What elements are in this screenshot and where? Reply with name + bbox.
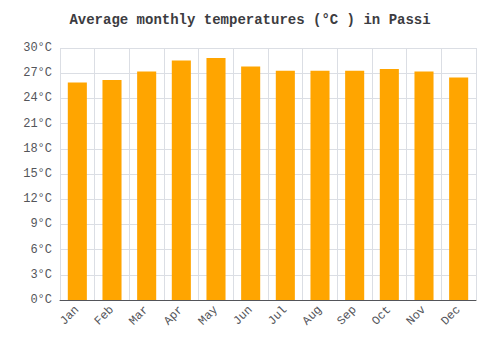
svg-text:0°C: 0°C: [30, 293, 52, 307]
svg-text:May: May: [196, 303, 221, 328]
svg-text:6°C: 6°C: [30, 243, 52, 257]
svg-text:Average monthly temperatures (: Average monthly temperatures (°C ) in Pa…: [69, 12, 430, 28]
svg-text:18°C: 18°C: [23, 142, 52, 156]
svg-text:Sep: Sep: [334, 303, 359, 328]
svg-text:Nov: Nov: [404, 303, 429, 328]
svg-text:Jun: Jun: [230, 303, 255, 328]
svg-text:Feb: Feb: [92, 303, 117, 328]
svg-text:Mar: Mar: [126, 303, 151, 328]
svg-text:Aug: Aug: [300, 303, 325, 328]
svg-text:30°C: 30°C: [23, 41, 52, 55]
svg-text:3°C: 3°C: [30, 268, 52, 282]
svg-text:Jan: Jan: [57, 303, 82, 328]
svg-text:27°C: 27°C: [23, 66, 52, 80]
svg-text:12°C: 12°C: [23, 192, 52, 206]
svg-text:Oct: Oct: [369, 303, 394, 328]
svg-text:Jul: Jul: [265, 303, 290, 328]
svg-text:Apr: Apr: [161, 303, 186, 328]
svg-text:15°C: 15°C: [23, 167, 52, 181]
svg-text:9°C: 9°C: [30, 217, 52, 231]
svg-text:21°C: 21°C: [23, 117, 52, 131]
svg-text:Dec: Dec: [438, 303, 463, 328]
svg-text:24°C: 24°C: [23, 91, 52, 105]
